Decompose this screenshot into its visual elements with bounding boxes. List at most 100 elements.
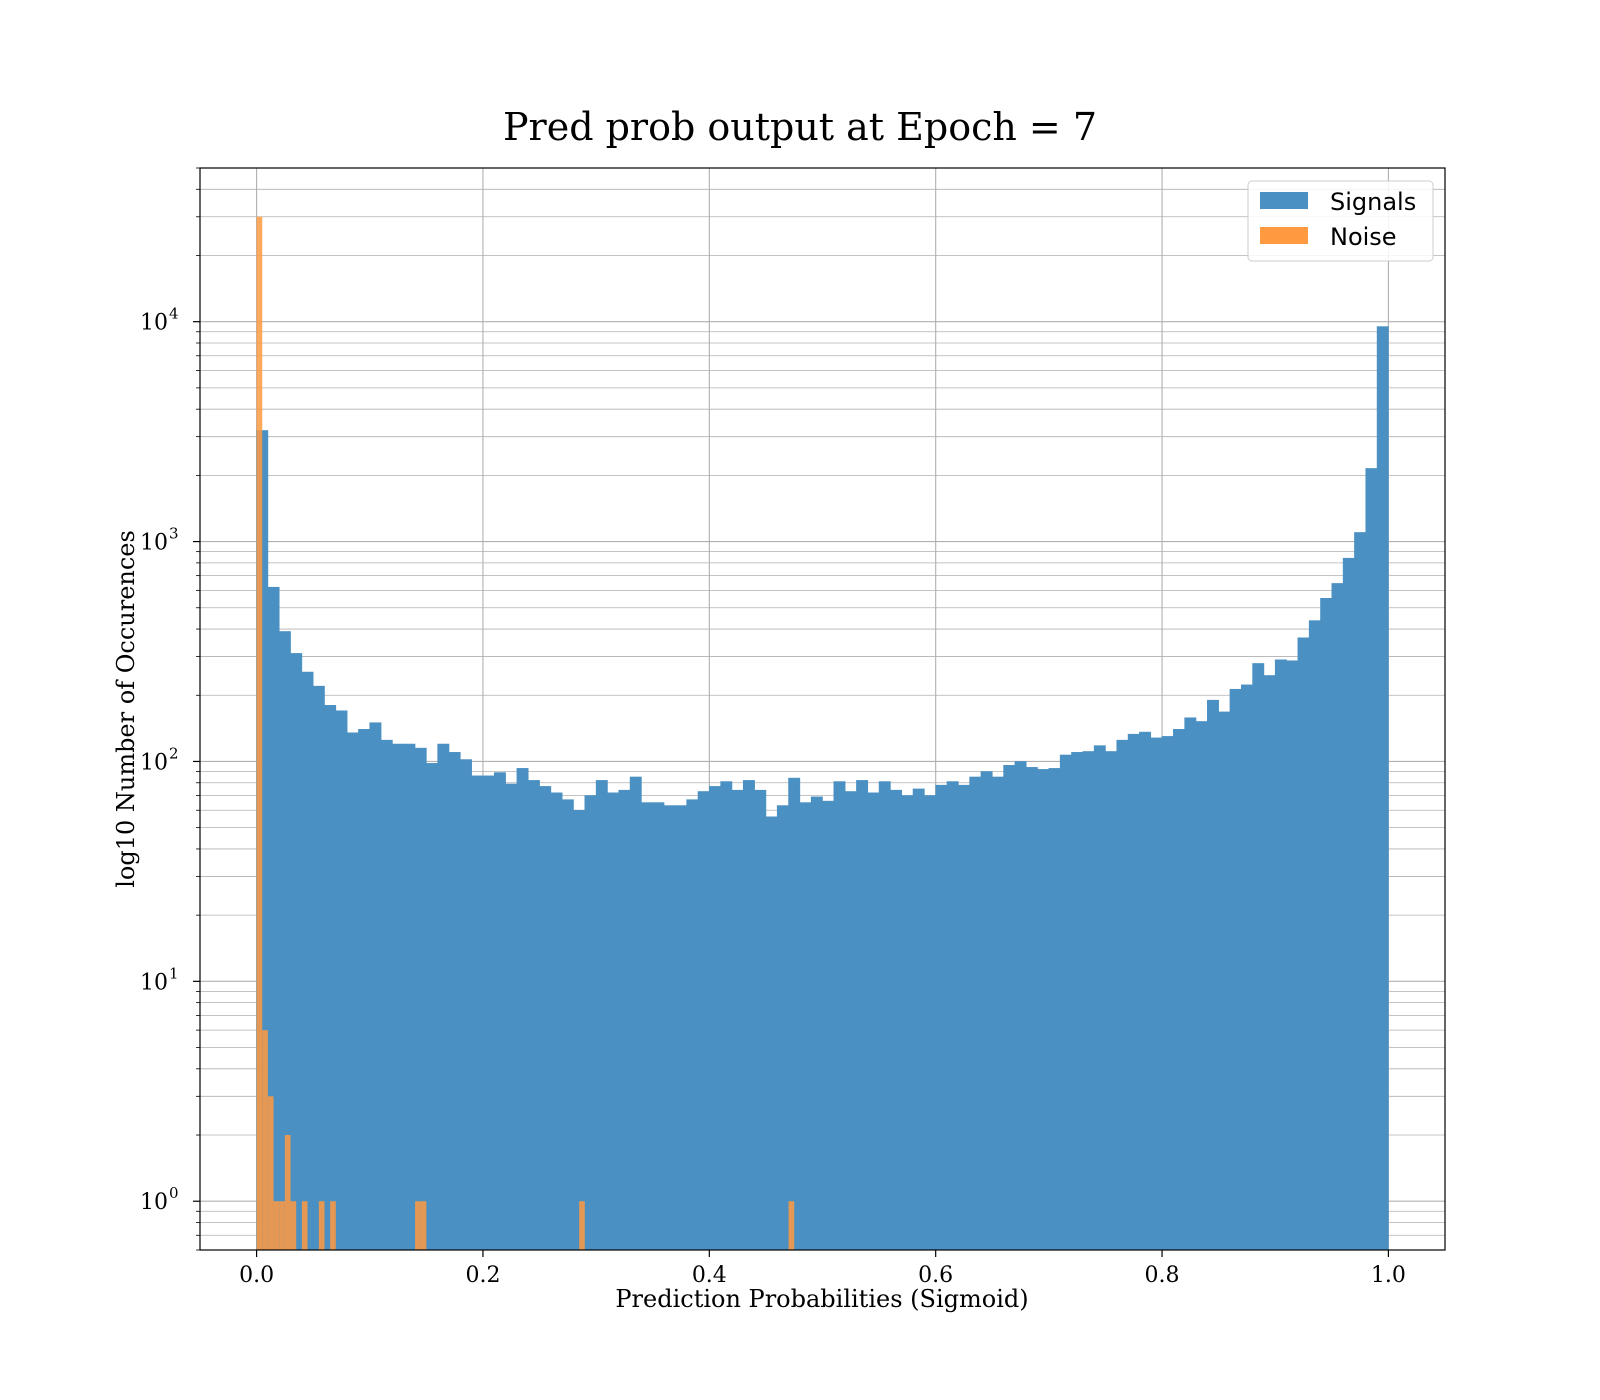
bar-signals xyxy=(731,789,744,1251)
bar-signals xyxy=(324,705,337,1251)
bar-signals xyxy=(505,783,518,1251)
bar-signals xyxy=(426,763,438,1251)
x-tick-label: 0.6 xyxy=(918,1263,953,1288)
legend-swatch-noise xyxy=(1260,227,1308,244)
bar-signals xyxy=(1286,660,1299,1251)
bar-signals xyxy=(697,791,710,1251)
bar-signals xyxy=(958,784,970,1251)
bar-noise xyxy=(301,1201,308,1250)
bar-signals xyxy=(765,816,778,1251)
y-tick-base: 10 xyxy=(140,531,168,556)
bar-signals xyxy=(822,800,835,1251)
bar-signals xyxy=(482,775,495,1251)
bar-signals xyxy=(1342,557,1355,1251)
bar-signals xyxy=(493,772,506,1251)
bar-signals xyxy=(527,780,540,1251)
bar-signals xyxy=(1161,736,1174,1251)
bar-signals xyxy=(912,788,925,1251)
bar-signals xyxy=(1048,768,1061,1251)
bar-signals xyxy=(290,653,303,1251)
bar-signals xyxy=(1037,769,1050,1251)
histogram-bars xyxy=(256,216,1389,1251)
y-tick-label: 10 0 xyxy=(140,1184,179,1215)
bar-signals xyxy=(539,786,552,1251)
bar-signals xyxy=(629,776,642,1251)
bar-signals xyxy=(1218,711,1231,1251)
bar-signals xyxy=(595,780,608,1251)
y-tick-exponent: 3 xyxy=(169,525,179,543)
y-tick-base: 10 xyxy=(140,970,168,995)
bar-signals xyxy=(652,802,665,1251)
bar-signals xyxy=(991,776,1004,1251)
bar-signals xyxy=(1252,663,1265,1251)
chart-title: Pred prob output at Epoch = 7 xyxy=(503,105,1097,149)
bar-signals xyxy=(810,796,823,1251)
legend: Signals Noise xyxy=(1247,180,1434,262)
bar-signals xyxy=(935,784,948,1251)
y-axis-label: log10 Number of Occurences xyxy=(112,530,140,888)
bar-signals xyxy=(720,781,733,1251)
x-tick-label: 0.0 xyxy=(239,1263,274,1288)
bar-signals xyxy=(584,795,597,1251)
x-axis-label: Prediction Probabilities (Sigmoid) xyxy=(615,1285,1028,1313)
bar-signals xyxy=(1207,699,1219,1251)
bar-signals xyxy=(776,805,789,1251)
bar-signals xyxy=(471,775,484,1251)
y-tick-base: 10 xyxy=(140,311,168,336)
bar-signals xyxy=(301,671,314,1251)
bar-noise xyxy=(420,1201,427,1250)
bar-signals xyxy=(1274,659,1287,1251)
bar-signals xyxy=(358,729,371,1251)
bar-noise xyxy=(330,1201,336,1250)
bar-noise xyxy=(788,1201,795,1250)
y-tick-base: 10 xyxy=(140,1190,168,1215)
bar-signals xyxy=(1082,751,1095,1251)
bar-noise xyxy=(256,216,263,1251)
bar-signals xyxy=(392,743,405,1251)
bar-signals xyxy=(754,789,767,1251)
bar-signals xyxy=(980,771,993,1251)
bar-signals xyxy=(1014,761,1027,1251)
bar-signals xyxy=(1263,675,1276,1251)
bar-signals xyxy=(1308,620,1321,1251)
legend-swatch-signals xyxy=(1260,192,1308,209)
bar-signals xyxy=(1240,684,1253,1251)
bar-signals xyxy=(618,789,631,1251)
bar-signals xyxy=(1173,729,1185,1251)
bar-noise xyxy=(267,1096,274,1250)
bar-signals xyxy=(1071,752,1084,1251)
bar-signals xyxy=(448,752,461,1251)
bar-signals xyxy=(460,759,472,1251)
bar-signals xyxy=(1320,598,1333,1251)
bar-signals xyxy=(1229,688,1242,1251)
bar-signals xyxy=(1184,717,1197,1251)
y-tick-exponent: 1 xyxy=(169,964,179,982)
legend-label-signals: Signals xyxy=(1330,188,1416,216)
bar-signals xyxy=(550,792,563,1251)
bar-signals xyxy=(867,792,880,1251)
plot-area-frame xyxy=(199,167,1446,1251)
bar-signals xyxy=(1331,583,1344,1251)
bar-noise xyxy=(284,1135,291,1250)
bar-signals xyxy=(561,799,574,1251)
y-tick-label: 10 1 xyxy=(140,964,179,995)
bar-signals xyxy=(1105,751,1118,1251)
x-tick-label: 1.0 xyxy=(1371,1263,1406,1288)
bar-signals xyxy=(346,732,359,1251)
bar-signals xyxy=(437,743,450,1251)
y-tick-label: 10 3 xyxy=(140,525,179,556)
bar-signals xyxy=(878,781,891,1251)
bar-signals xyxy=(1297,637,1310,1251)
bar-signals xyxy=(969,776,982,1251)
bar-signals xyxy=(663,805,676,1251)
bar-signals xyxy=(1150,737,1163,1251)
bar-signals xyxy=(1354,532,1367,1251)
bar-signals xyxy=(573,809,586,1251)
bar-signals xyxy=(607,792,620,1251)
bar-signals xyxy=(369,722,382,1251)
bar-signals xyxy=(1116,739,1129,1251)
bar-signals xyxy=(890,789,903,1251)
bar-noise xyxy=(415,1201,421,1250)
